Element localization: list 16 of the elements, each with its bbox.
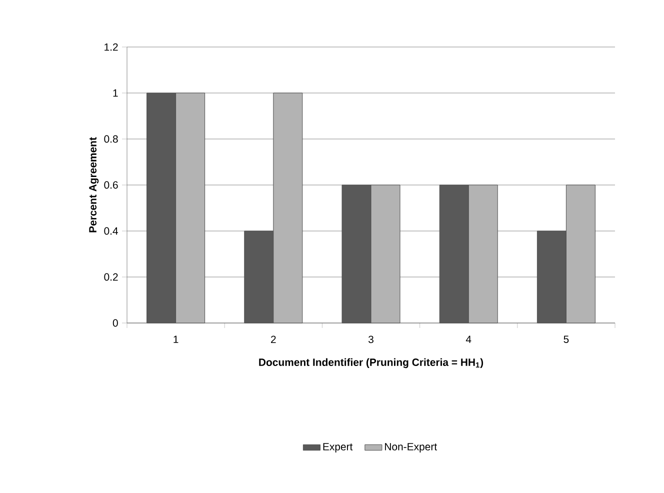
legend-label: Expert [323, 443, 353, 452]
y-tick-label: 0.8 [104, 135, 118, 143]
x-tick-label: 5 [564, 336, 569, 343]
y-tick-label: 1.2 [104, 43, 118, 51]
x-tick-label: 2 [271, 336, 276, 343]
y-tick-label: 0.4 [104, 227, 118, 235]
y-tick-label: 1 [113, 89, 118, 97]
y-tick-label: 0 [112, 319, 118, 327]
x-tick-label: 1 [174, 336, 178, 343]
x-axis-title: Document Indentifier (Pruning Criteria = HH$_{1}$) [259, 358, 484, 368]
legend-label: Non-Expert [385, 443, 437, 452]
y-tick-label: 0.2 [104, 273, 118, 281]
y-tick-label: 0.6 [104, 181, 118, 189]
y-axis-title: Percent Agreement [89, 137, 99, 232]
x-tick-label: 4 [466, 336, 472, 343]
x-tick-label: 3 [368, 336, 374, 344]
